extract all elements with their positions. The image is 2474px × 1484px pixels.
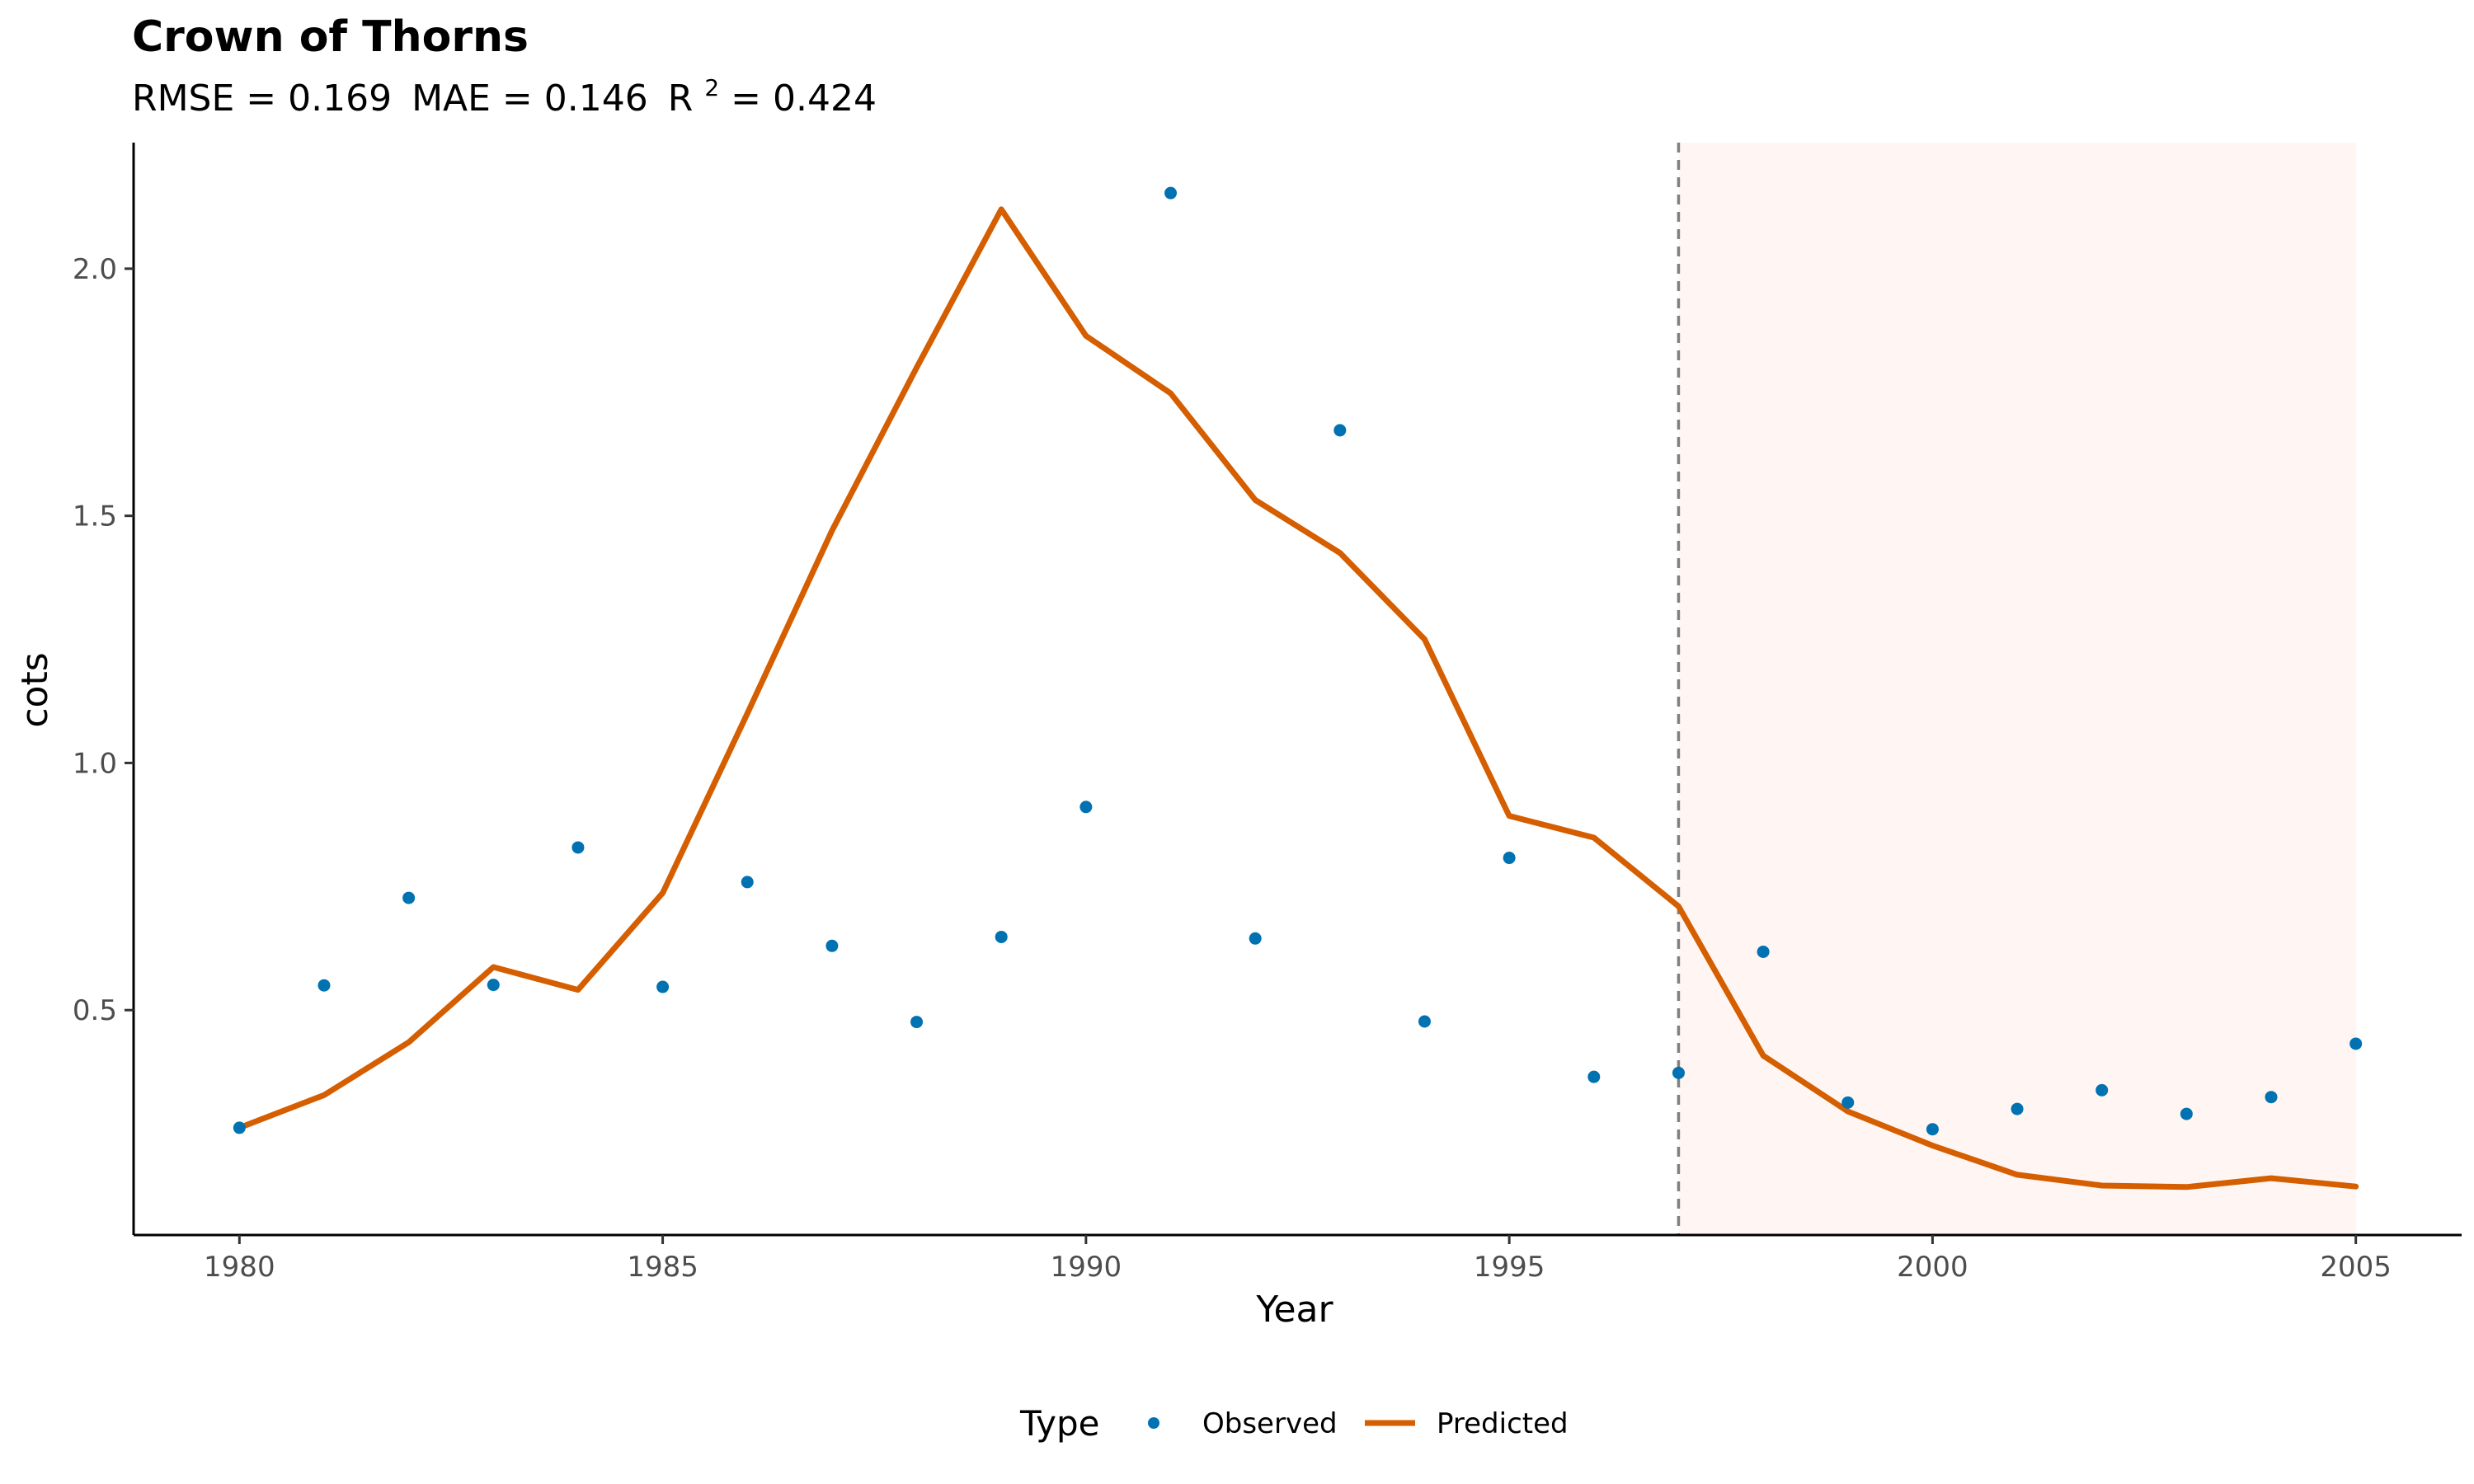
rmse-text: RMSE = 0.169 — [132, 77, 392, 120]
legend-predicted-label: Predicted — [1437, 1407, 1569, 1440]
y-tick-label: 1.5 — [73, 500, 117, 533]
legend-observed-key — [1148, 1417, 1159, 1429]
r2-exponent: 2 — [704, 74, 719, 101]
x-tick-label: 1990 — [1051, 1251, 1122, 1284]
y-tick-label: 2.0 — [73, 253, 117, 286]
observed-point — [656, 980, 670, 993]
r2-base: R — [668, 77, 694, 120]
observed-point — [1164, 186, 1178, 200]
observed-point — [1079, 801, 1093, 814]
chart-subtitle: RMSE = 0.169 MAE = 0.146 R 2 = 0.424 — [132, 63, 877, 120]
observed-point — [1587, 1070, 1601, 1083]
legend-title: Type — [1019, 1403, 1099, 1444]
observed-point — [995, 930, 1008, 943]
observed-point — [2265, 1091, 2278, 1104]
x-tick-label: 2005 — [2320, 1251, 2392, 1284]
plot-area: 1980 1985 1990 1995 2000 2005 0.5 1.0 1.5 2.0 — [73, 143, 2462, 1284]
x-tick-label: 1980 — [204, 1251, 275, 1284]
observed-point — [1249, 932, 1262, 945]
observed-point — [1926, 1123, 1939, 1136]
observed-point — [1841, 1096, 1855, 1109]
observed-point — [1418, 1015, 1431, 1028]
observed-point — [402, 891, 416, 904]
observed-point — [2180, 1107, 2193, 1120]
observed-point — [317, 979, 331, 992]
observed-point — [2011, 1102, 2024, 1115]
observed-point — [2095, 1083, 2109, 1097]
observed-point — [571, 841, 585, 854]
observed-point — [1757, 945, 1770, 958]
y-tick-label: 0.5 — [73, 994, 117, 1027]
legend: Type Observed Predicted — [1019, 1403, 1569, 1444]
observed-point — [1672, 1066, 1685, 1079]
observed-point — [233, 1121, 246, 1134]
observed-point — [741, 876, 754, 889]
observed-point — [825, 939, 839, 952]
predicted-line — [236, 206, 2359, 1190]
y-axis-title: cots — [14, 652, 56, 727]
mae-text: MAE = 0.146 — [412, 77, 648, 120]
observed-point — [910, 1016, 924, 1029]
legend-observed-label: Observed — [1202, 1407, 1338, 1440]
x-tick-label: 1995 — [1474, 1251, 1545, 1284]
r2-value: = 0.424 — [731, 77, 877, 120]
observed-point — [1333, 424, 1347, 437]
x-tick-label: 2000 — [1897, 1251, 1968, 1284]
x-tick-label: 1985 — [627, 1251, 698, 1284]
chart-title: Crown of Thorns — [132, 12, 529, 62]
y-tick-label: 1.0 — [73, 747, 117, 780]
observed-point — [1503, 852, 1516, 865]
observed-point — [2349, 1037, 2363, 1050]
forecast-region — [1678, 143, 2356, 1235]
x-axis-title: Year — [1255, 1289, 1333, 1331]
observed-point — [487, 979, 500, 992]
